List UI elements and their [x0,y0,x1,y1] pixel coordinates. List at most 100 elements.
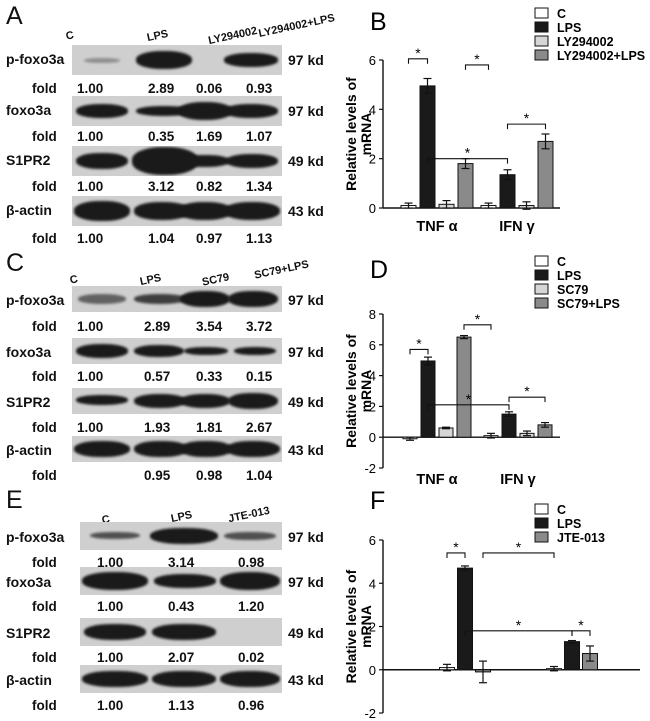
y-axis-label: mRNA [358,370,374,413]
bar-sc79-lps [456,336,472,438]
y-axis-label: mRNA [358,605,374,648]
significance-bracket [426,158,509,164]
fold-label: fold [32,468,57,483]
fold-label: fold [32,179,57,194]
blot-strip [80,522,282,550]
kd-label: 97 kd [288,52,324,68]
fold-value: 1.00 [77,129,104,144]
y-tick-label: 2 [369,152,376,167]
fold-value: 1.00 [97,555,124,570]
protein-label: β-actin [6,202,52,218]
panel-letter: F [370,487,385,515]
legend-label: LY294002 [557,35,614,49]
significance-bracket [446,552,466,558]
panel-letter-c: C [6,249,25,277]
fold-value: 1.07 [246,129,273,144]
fold-label: fold [32,369,57,384]
kd-label: 97 kd [288,103,324,119]
kd-label: 43 kd [288,672,324,688]
significance-bracket [427,404,510,410]
y-tick-label: 6 [369,338,376,353]
fold-value: 0.82 [196,179,223,194]
kd-label: 49 kd [288,625,324,641]
fold-value: 0.02 [238,650,265,665]
y-axis-label: Relative levels of [343,334,359,448]
significance-bracket [506,123,547,130]
blot-strip [72,436,282,462]
legend-label: LPS [557,517,581,531]
fold-label: fold [32,231,57,246]
significance-marker: * [578,617,584,633]
fold-value: 2.07 [168,650,195,665]
fold-value: 1.00 [77,369,104,384]
fold-value: 1.00 [77,179,104,194]
significance-bracket [409,348,429,355]
protein-label: β-actin [6,672,52,688]
fold-value: 2.67 [246,420,273,435]
protein-label: foxo3a [6,344,52,360]
fold-value: 1.81 [196,420,223,435]
fold-value: 0.06 [196,81,223,96]
protein-label: p-foxo3a [6,529,65,545]
kd-label: 97 kd [288,529,324,545]
fold-value: 0.97 [196,231,223,246]
bar-lps [501,413,517,438]
fold-value: 1.00 [77,319,104,334]
legend-swatch [534,269,549,281]
significance-bracket [464,64,490,70]
protein-label: S1PR2 [6,152,51,168]
significance-marker: * [416,335,422,351]
fold-value: 1.13 [168,698,195,713]
panel-letter-a: A [6,2,23,30]
significance-marker: * [474,51,480,67]
panel-letter-e: E [6,486,23,514]
bar-lps [420,360,436,438]
y-tick-label: -2 [364,461,376,476]
fold-label: fold [32,698,57,713]
protein-label: foxo3a [6,574,52,590]
blot-strip [72,338,282,364]
legend-label: SC79+LPS [557,297,620,311]
legend-swatch [534,21,549,33]
blot-strip [80,618,282,646]
y-tick-label: 2 [369,620,376,635]
y-tick-label: 4 [369,369,376,384]
blot-strip [72,146,282,176]
blot-strip [72,96,282,126]
kd-label: 97 kd [288,292,324,308]
significance-marker: * [524,110,530,126]
fold-value: 1.00 [77,81,104,96]
legend-label: LPS [557,269,581,283]
legend-swatch [534,7,549,19]
fold-value: 1.00 [97,599,124,614]
x-tick-label: TNF α [416,472,457,488]
panel-letter: B [370,8,387,36]
blot-strip [72,196,282,226]
legend-swatch [534,531,549,543]
bar-lps [457,567,473,671]
fold-value: 1.00 [97,698,124,713]
legend-label: JTE-013 [557,531,605,545]
legend-swatch [534,255,549,267]
y-axis-label: mRNA [358,113,374,156]
legend-swatch [534,49,549,61]
bar-lps [564,641,580,671]
legend-label: LPS [557,21,581,35]
fold-value: 0.33 [196,369,223,384]
significance-marker: * [475,311,481,327]
x-tick-label: IFN γ [500,472,535,488]
significance-marker: * [415,45,421,61]
y-tick-label: -2 [364,706,376,721]
protein-label: β-actin [6,442,52,458]
significance-bracket [407,58,429,64]
fold-value: 0.95 [144,468,171,483]
fold-value: 1.00 [97,650,124,665]
fold-label: fold [32,129,57,144]
kd-label: 49 kd [288,394,324,410]
fold-value: 0.35 [148,129,175,144]
bar-ly294002-lps [537,140,554,209]
fold-value: 2.89 [144,319,171,334]
fold-label: fold [32,650,57,665]
fold-value: 0.43 [168,599,195,614]
fold-value: 1.20 [238,599,265,614]
